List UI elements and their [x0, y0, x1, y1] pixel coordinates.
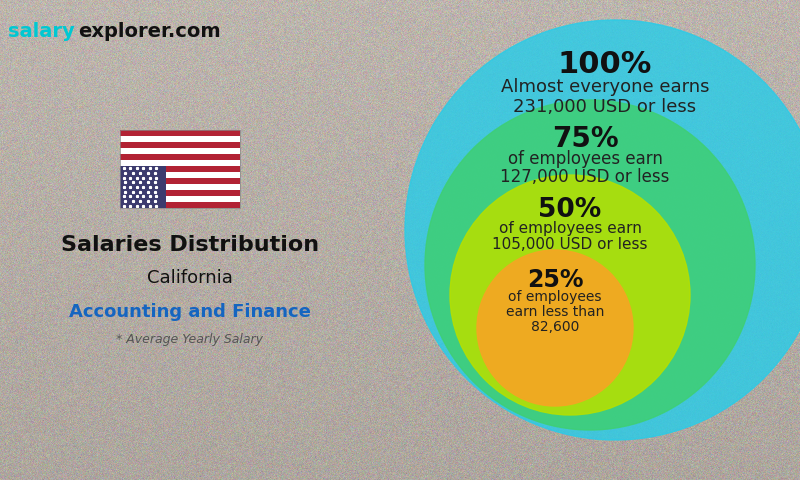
Text: 100%: 100% [558, 50, 652, 79]
Text: of employees: of employees [508, 290, 602, 304]
Text: * Average Yearly Salary: * Average Yearly Salary [117, 334, 263, 347]
Bar [120, 178, 240, 184]
Text: salary: salary [8, 22, 74, 41]
Circle shape [477, 250, 633, 406]
Bar [120, 196, 240, 202]
Bar [120, 160, 240, 166]
Text: 105,000 USD or less: 105,000 USD or less [492, 237, 648, 252]
Bar [120, 130, 240, 136]
Text: Salaries Distribution: Salaries Distribution [61, 235, 319, 255]
Text: 50%: 50% [538, 197, 602, 223]
Bar [120, 130, 240, 208]
Bar [120, 136, 240, 142]
Text: explorer.com: explorer.com [78, 22, 221, 41]
Text: 127,000 USD or less: 127,000 USD or less [500, 168, 670, 186]
Bar [120, 172, 240, 178]
Circle shape [450, 175, 690, 415]
Bar [120, 190, 240, 196]
Text: of employees earn: of employees earn [507, 150, 662, 168]
Circle shape [425, 100, 755, 430]
Text: of employees earn: of employees earn [498, 221, 642, 236]
Text: 231,000 USD or less: 231,000 USD or less [514, 98, 697, 116]
Bar [120, 154, 240, 160]
Bar [120, 148, 240, 154]
Bar [120, 166, 166, 208]
Circle shape [405, 20, 800, 440]
Bar [120, 166, 240, 172]
Text: 25%: 25% [526, 268, 583, 292]
Text: California: California [147, 269, 233, 287]
Text: Almost everyone earns: Almost everyone earns [501, 78, 710, 96]
Text: earn less than: earn less than [506, 305, 604, 319]
Text: 82,600: 82,600 [531, 320, 579, 334]
Text: 75%: 75% [552, 125, 618, 153]
Bar [120, 142, 240, 148]
Bar [120, 202, 240, 208]
Text: Accounting and Finance: Accounting and Finance [69, 303, 311, 321]
Bar [120, 184, 240, 190]
